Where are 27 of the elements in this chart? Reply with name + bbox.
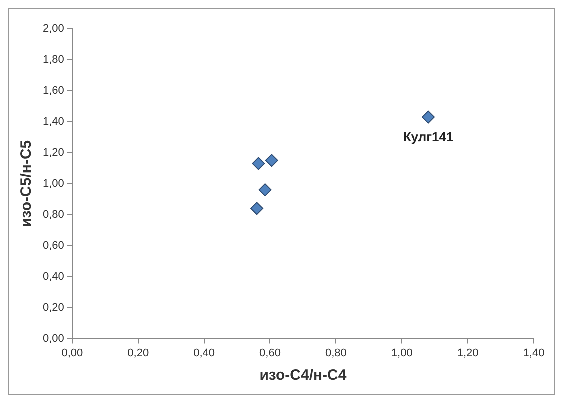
y-tick-label: 2,00 — [42, 23, 64, 36]
x-axis-title: изо-С4/н-С4 — [260, 367, 348, 384]
point — [265, 154, 278, 168]
x-tick-label: 1,20 — [457, 347, 479, 360]
y-axis-title: изо-С5/н-С5 — [18, 140, 36, 228]
y-tick-label: 0,20 — [42, 302, 64, 314]
y-tick-label: 0,00 — [42, 332, 64, 345]
y-tick-label: 0,60 — [42, 240, 64, 252]
x-tick-label: 1,40 — [523, 347, 545, 360]
point — [422, 110, 435, 124]
point — [250, 202, 264, 216]
y-tick-label: 1,00 — [42, 178, 64, 190]
y-tick-label: 1,40 — [42, 116, 64, 128]
y-tick-label: 1,80 — [42, 54, 64, 66]
x-tick-label: 0,40 — [194, 347, 216, 360]
point — [252, 157, 266, 170]
x-tick-label: 0,00 — [62, 347, 84, 360]
point — [258, 184, 272, 197]
y-tick-label: 0,80 — [42, 208, 64, 221]
x-tick-label: 1,00 — [391, 347, 413, 360]
y-tick-label: 0,40 — [42, 270, 64, 283]
x-tick-label: 0,20 — [128, 347, 150, 360]
x-tick-label: 0,60 — [260, 347, 281, 360]
y-tick-label: 1,20 — [42, 146, 64, 159]
annotation: Кулг141 — [403, 129, 454, 144]
y-tick-label: 1,60 — [42, 84, 64, 97]
x-tick-label: 0,80 — [325, 347, 347, 360]
